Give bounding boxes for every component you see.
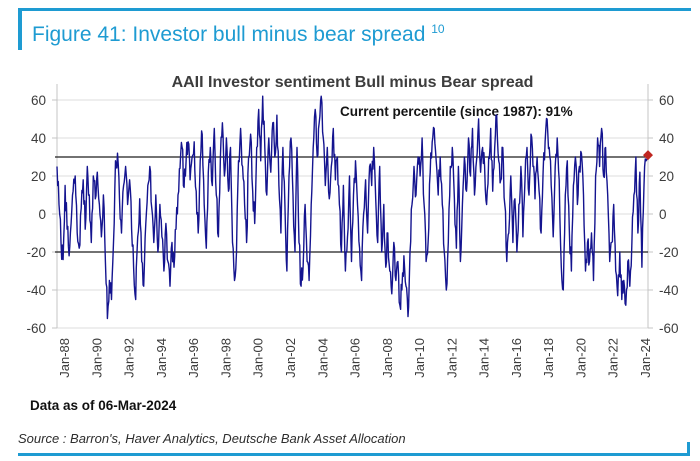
y-axis-tick-label-right: -60: [659, 321, 679, 336]
y-axis-tick-label-left: -40: [26, 283, 46, 298]
y-axis-tick-label-left: -20: [26, 245, 46, 260]
x-axis-tick-label: Jan-20: [573, 338, 588, 378]
source-attribution: Source : Barron's, Haver Analytics, Deut…: [18, 431, 406, 446]
x-axis-tick-label: Jan-18: [541, 338, 556, 378]
data-as-of-label: Data as of 06-Mar-2024: [30, 398, 177, 413]
y-axis-tick-label-left: 0: [38, 207, 46, 222]
y-axis-tick-label-right: 40: [659, 131, 674, 146]
y-axis-tick-label-right: 60: [659, 93, 674, 108]
percentile-annotation: Current percentile (since 1987): 91%: [340, 104, 573, 119]
y-axis-tick-label-left: -60: [26, 321, 46, 336]
y-axis-tick-label-right: -20: [659, 245, 679, 260]
y-axis-tick-label-right: 20: [659, 169, 674, 184]
footer-bottom-rule-end-cap: [687, 442, 690, 454]
x-axis-tick-label: Jan-88: [57, 338, 72, 378]
x-axis-tick-label: Jan-14: [477, 338, 492, 378]
x-axis-tick-label: Jan-90: [89, 338, 104, 378]
y-axis-tick-label-right: 0: [659, 207, 667, 222]
figure-header-left-rule: [18, 8, 22, 50]
x-axis-tick-label: Jan-24: [638, 338, 653, 378]
x-axis-tick-label: Jan-06: [348, 338, 363, 378]
y-axis-tick-label-left: 60: [31, 93, 46, 108]
x-axis-tick-label: Jan-04: [315, 338, 330, 378]
x-axis-tick-label: Jan-00: [251, 338, 266, 378]
x-axis-tick-label: Jan-08: [380, 338, 395, 378]
x-axis-tick-label: Jan-12: [444, 338, 459, 378]
chart-title: AAII Investor sentiment Bull minus Bear …: [171, 74, 534, 91]
sentiment-spread-line-series: [56, 95, 649, 320]
x-axis-tick-label: Jan-92: [122, 338, 137, 378]
y-axis-tick-label-left: 40: [31, 131, 46, 146]
x-axis-tick-label: Jan-02: [283, 338, 298, 378]
y-axis-tick-label-right: -40: [659, 283, 679, 298]
x-axis-tick-label: Jan-98: [218, 338, 233, 378]
x-axis-tick-label: Jan-22: [606, 338, 621, 378]
footer-bottom-rule: [18, 453, 690, 456]
figure-header-top-rule: [18, 8, 691, 11]
y-axis-tick-label-left: 20: [31, 169, 46, 184]
x-axis-tick-label: Jan-16: [509, 338, 524, 378]
figure-title-text: Figure 41: Investor bull minus bear spre…: [32, 23, 426, 46]
x-axis-tick-label: Jan-94: [154, 338, 169, 378]
x-axis-tick-label: Jan-10: [412, 338, 427, 378]
latest-value-marker: [643, 150, 653, 161]
figure-title: Figure 41: Investor bull minus bear spre…: [32, 17, 445, 47]
x-axis-tick-label: Jan-96: [186, 338, 201, 378]
figure-title-footnote: 10: [431, 22, 445, 36]
